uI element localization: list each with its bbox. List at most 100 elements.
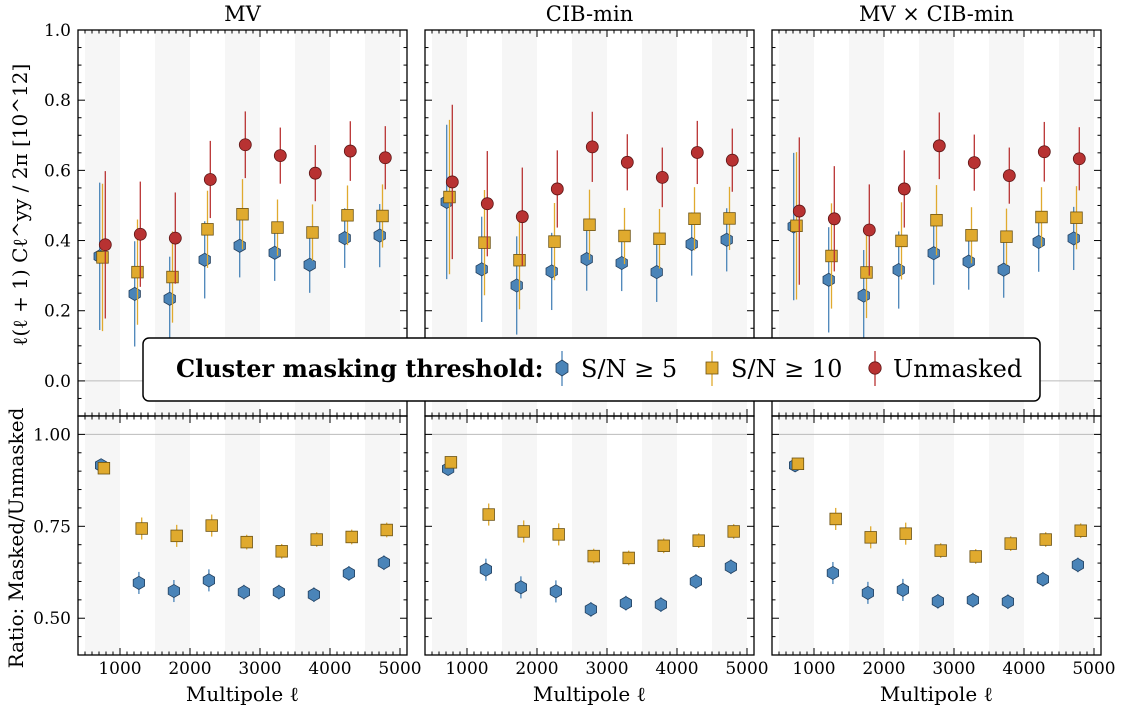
bottom-point-sn5: [237, 585, 251, 600]
bottom-band-1: [432, 416, 467, 655]
top-point-unmasked: [168, 231, 182, 245]
bottom-band-3: [225, 416, 260, 655]
top-point-sn10: [271, 221, 284, 234]
top-point-unmasked: [445, 175, 459, 189]
top-point-sn5: [338, 231, 351, 246]
top-point-sn10: [583, 218, 596, 231]
bottom-point-sn10: [1004, 537, 1017, 550]
top-point-sn10: [653, 232, 666, 245]
top-point-sn10: [236, 208, 249, 221]
legend-marker-sn5: [555, 351, 569, 386]
top-point-unmasked: [585, 140, 599, 154]
bottom-series-sn10: [97, 462, 393, 559]
top-point-unmasked: [827, 212, 841, 226]
x-axis-label: Multipole ℓ: [880, 682, 993, 706]
x-tick-label: 5000: [1072, 659, 1115, 679]
top-point-unmasked: [897, 182, 911, 196]
bottom-point-sn5: [514, 580, 527, 595]
x-tick-label: 3000: [238, 659, 281, 679]
top-series-unmasked: [98, 111, 392, 319]
top-point-sn10: [965, 229, 978, 242]
top-point-sn10: [860, 266, 873, 279]
bottom-point-sn10: [517, 525, 530, 538]
bottom-point-sn10: [240, 535, 253, 549]
x-tick-label: 1000: [98, 659, 141, 679]
bottom-band-1: [85, 416, 120, 655]
bottom-point-sn10: [482, 508, 495, 521]
bottom-point-sn10: [934, 544, 947, 557]
bottom-y-tick-label: 0.50: [33, 609, 71, 629]
top-point-unmasked: [967, 156, 981, 170]
bottom-point-sn10: [899, 527, 912, 540]
bottom-band-4: [989, 416, 1024, 655]
top-point-sn10: [688, 212, 701, 225]
top-y-tick-label: 0.6: [44, 161, 71, 181]
top-point-sn5: [128, 286, 141, 301]
bottom-point-sn5: [724, 559, 737, 574]
top-point-sn10: [790, 219, 803, 233]
panel-title-3: MV × CIB-min: [859, 2, 1014, 26]
top-point-unmasked: [550, 182, 564, 196]
top-point-unmasked: [343, 144, 357, 158]
x-tick-label: 1000: [445, 659, 488, 679]
bottom-band-3: [919, 416, 954, 655]
bottom-point-sn5: [966, 593, 979, 608]
legend: Cluster masking threshold: S/N ≥ 5 S/N ≥…: [142, 337, 1041, 402]
bottom-point-sn5: [202, 573, 216, 588]
top-point-sn5: [997, 262, 1010, 277]
x-axis-label: Multipole ℓ: [186, 682, 299, 706]
top-point-sn10: [376, 209, 389, 223]
top-point-unmasked: [655, 170, 669, 184]
bottom-point-sn5: [896, 582, 909, 597]
top-point-sn5: [822, 272, 835, 287]
bottom-point-sn5: [1071, 557, 1084, 572]
top-point-sn10: [341, 209, 354, 222]
bottom-point-sn5: [1001, 594, 1014, 609]
top-point-unmasked: [480, 197, 494, 211]
x-tick-label: 2000: [862, 659, 905, 679]
bottom-point-sn5: [549, 584, 562, 599]
bottom-point-sn10: [657, 539, 670, 552]
bottom-point-sn10: [692, 534, 705, 547]
top-point-sn10: [895, 234, 908, 248]
top-point-unmasked: [1072, 152, 1086, 166]
bottom-band-1: [779, 416, 814, 655]
bottom-subplot-2: [424, 415, 755, 656]
bottom-point-sn10: [380, 523, 393, 537]
x-tick-label: 4000: [308, 659, 351, 679]
bottom-point-sn10: [170, 529, 183, 543]
legend-label-sn10: S/N ≥ 10: [731, 355, 842, 383]
top-point-sn5: [1032, 234, 1045, 249]
bottom-point-sn10: [829, 512, 842, 526]
top-y-tick-label: 0.2: [44, 302, 71, 322]
bottom-point-sn5: [584, 602, 597, 617]
top-point-sn5: [892, 262, 905, 278]
top-point-sn5: [580, 252, 593, 267]
top-point-sn5: [198, 252, 211, 267]
top-point-unmasked: [932, 139, 946, 153]
x-tick-label: 1000: [792, 659, 835, 679]
bottom-point-sn10: [310, 533, 323, 546]
top-point-unmasked: [515, 210, 529, 224]
bottom-point-sn10: [864, 531, 877, 544]
top-point-sn5: [163, 291, 176, 306]
top-series-unmasked: [445, 104, 739, 266]
top-point-sn5: [962, 254, 975, 269]
top-point-unmasked: [98, 238, 112, 252]
bottom-point-sn5: [826, 565, 839, 581]
legend-marker-unmasked: [868, 351, 882, 386]
bottom-point-sn5: [689, 574, 702, 589]
bottom-point-sn10: [969, 550, 982, 563]
bottom-point-sn10: [622, 551, 635, 565]
bottom-point-sn5: [479, 562, 493, 577]
bottom-subplot-1: 0.50 0.75 1.00: [33, 415, 408, 656]
top-point-sn10: [201, 223, 214, 236]
x-tick-label: 3000: [932, 659, 975, 679]
bottom-frame-3: [771, 415, 1102, 656]
bottom-point-sn5: [132, 575, 146, 590]
top-point-unmasked: [1037, 145, 1051, 159]
top-point-sn5: [233, 238, 246, 253]
bottom-point-sn5: [342, 566, 356, 581]
top-point-sn10: [618, 229, 631, 243]
bottom-band-3: [572, 416, 607, 655]
